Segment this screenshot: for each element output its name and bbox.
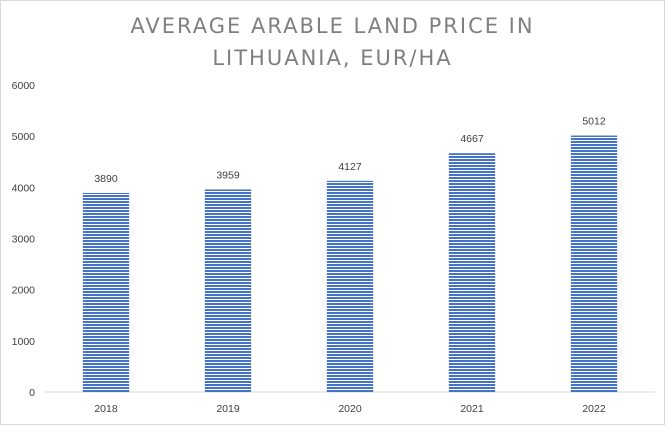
data-label: 3890 <box>94 173 118 185</box>
y-axis: 0 1000 2000 3000 4000 5000 6000 <box>12 80 36 399</box>
chart-title-line-2: LITHUANIA, EUR/HA <box>212 46 453 70</box>
y-tick-label: 1000 <box>12 336 36 348</box>
chart-title: AVERAGE ARABLE LAND PRICE IN LITHUANIA, … <box>0 10 665 74</box>
data-labels: 3890 3959 4127 4667 5012 <box>94 116 606 185</box>
data-label: 5012 <box>582 116 606 128</box>
x-tick-label: 2018 <box>94 403 118 415</box>
data-label: 3959 <box>216 169 240 181</box>
y-tick-label: 6000 <box>12 80 36 92</box>
x-tick-label: 2019 <box>216 403 240 415</box>
data-label: 4127 <box>338 161 362 173</box>
bar <box>204 189 252 392</box>
y-tick-label: 4000 <box>12 182 36 194</box>
chart-title-line-1: AVERAGE ARABLE LAND PRICE IN <box>130 14 535 38</box>
x-tick-label: 2021 <box>460 403 484 415</box>
bar <box>82 192 130 392</box>
bar <box>570 135 618 392</box>
y-tick-label: 3000 <box>12 234 36 246</box>
bar <box>326 180 374 392</box>
bars <box>82 135 618 392</box>
y-tick-label: 2000 <box>12 285 36 297</box>
x-axis: 2018 2019 2020 2021 2022 <box>45 391 655 415</box>
bar <box>448 153 496 392</box>
x-tick-label: 2022 <box>582 403 606 415</box>
y-tick-label: 5000 <box>12 131 36 143</box>
y-tick-label: 0 <box>29 387 35 399</box>
data-label: 4667 <box>460 133 484 145</box>
x-tick-label: 2020 <box>338 403 362 415</box>
